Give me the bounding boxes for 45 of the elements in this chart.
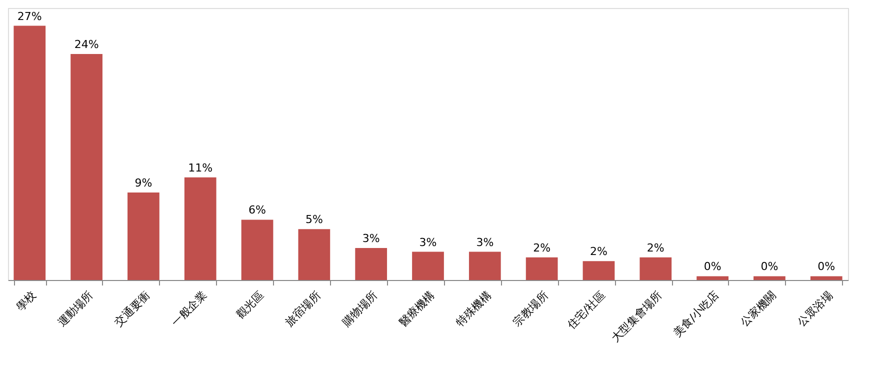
data-label: 3% bbox=[419, 236, 437, 249]
bar bbox=[355, 248, 388, 280]
x-tick-label: 購物場所 bbox=[340, 288, 380, 330]
data-label: 3% bbox=[476, 236, 494, 249]
x-tick-label: 學校 bbox=[14, 288, 39, 314]
x-tick-label: 運動場所 bbox=[55, 288, 96, 330]
data-label: 11% bbox=[188, 161, 213, 174]
data-label: 6% bbox=[248, 204, 266, 217]
data-label: 9% bbox=[134, 176, 152, 190]
x-tick-label: 醫療機構 bbox=[396, 288, 437, 330]
data-label: 3% bbox=[362, 232, 380, 245]
bar bbox=[412, 252, 444, 280]
x-tick-label: 交通要衝 bbox=[112, 288, 152, 330]
bar bbox=[468, 252, 501, 280]
bar bbox=[241, 220, 274, 280]
bar bbox=[298, 229, 330, 280]
x-tick-label: 一般企業 bbox=[169, 288, 210, 330]
bar bbox=[696, 276, 728, 280]
bar bbox=[14, 26, 46, 280]
x-tick-label: 公家機關 bbox=[738, 288, 778, 330]
x-tick-label: 公眾浴場 bbox=[795, 288, 836, 330]
bar bbox=[640, 257, 672, 280]
data-label: 2% bbox=[646, 241, 664, 254]
data-label: 2% bbox=[533, 241, 551, 254]
x-tick-label: 特殊機構 bbox=[454, 288, 494, 330]
data-label: 0% bbox=[760, 260, 778, 274]
x-tick-label: 住宅/社區 bbox=[564, 288, 608, 332]
bar bbox=[128, 192, 160, 280]
x-tick-label: 宗教場所 bbox=[510, 288, 551, 330]
bar bbox=[70, 54, 102, 280]
bar bbox=[810, 276, 842, 280]
data-label: 27% bbox=[17, 10, 42, 23]
x-tick-label: 美食/小吃店 bbox=[670, 288, 722, 340]
data-label: 0% bbox=[818, 260, 836, 274]
data-label: 24% bbox=[74, 38, 99, 52]
data-label: 0% bbox=[704, 260, 722, 274]
data-label: 5% bbox=[305, 213, 323, 226]
bar bbox=[184, 177, 216, 280]
x-tick-label: 旅宿場所 bbox=[282, 288, 324, 330]
x-tick-label: 大型集會場所 bbox=[608, 288, 665, 345]
x-tick-label: 觀光區 bbox=[234, 288, 266, 322]
bar bbox=[754, 276, 786, 280]
data-label: 2% bbox=[590, 245, 608, 258]
bar bbox=[526, 257, 558, 280]
bar bbox=[582, 261, 615, 280]
